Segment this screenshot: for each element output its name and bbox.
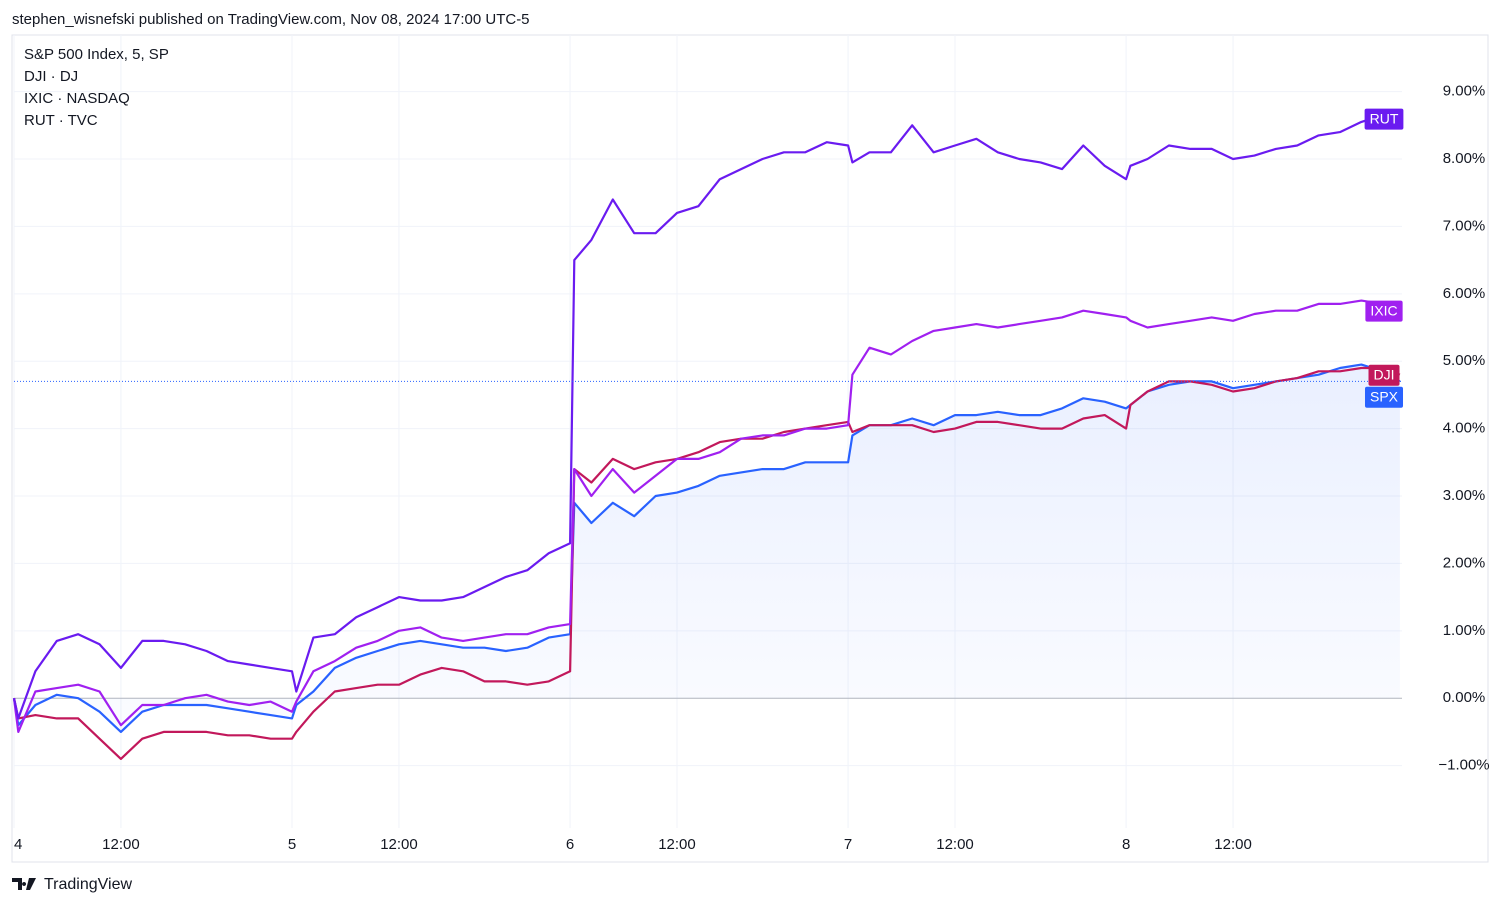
series-line [12, 299, 1401, 733]
y-tick-label: 0.00% [1443, 689, 1486, 706]
series-tag: DJI [1368, 364, 1400, 386]
y-tick-label: 7.00% [1443, 217, 1486, 234]
series-tag-label: SPX [1370, 388, 1399, 404]
header: stephen_wisnefski published on TradingVi… [12, 11, 530, 28]
legend-entry: RUT · TVC [24, 112, 98, 129]
x-tick-label: 7 [844, 836, 852, 853]
frame [11, 34, 1489, 863]
x-tick-label: 12:00 [936, 836, 974, 853]
series-tag-box [1365, 300, 1403, 322]
area [14, 364, 1400, 732]
series-line [12, 114, 1401, 720]
y-tick-label: 1.00% [1443, 622, 1486, 639]
logo [12, 878, 36, 890]
brand: TradingView [44, 876, 132, 893]
legend-entry: S&P 500 Index, 5, SP [24, 46, 169, 63]
series-tag-box [1364, 108, 1404, 130]
x-tick-label: 12:00 [102, 836, 140, 853]
y-tick-label: 2.00% [1443, 554, 1486, 571]
series-tag: SPX [1364, 386, 1404, 408]
x-tick-label: 12:00 [1214, 836, 1252, 853]
series-tag-label: DJI [1374, 366, 1395, 382]
legend-entry: DJI · DJ [24, 68, 78, 85]
x-tick-label: 8 [1122, 836, 1130, 853]
x-tick-label: 4 [14, 836, 22, 853]
x-tick-label: 6 [566, 836, 574, 853]
series-line [12, 366, 1401, 760]
x-tick-label: 12:00 [380, 836, 418, 853]
series-tag: RUT [1364, 108, 1404, 130]
series-tag-label: IXIC [1370, 302, 1397, 318]
series-tag-box [1364, 386, 1404, 408]
x-tick-label: 5 [288, 836, 296, 853]
y-tick-label: 8.00% [1443, 150, 1486, 167]
y-tick-label: −1.00% [1438, 757, 1489, 774]
y-tick-label: 6.00% [1443, 285, 1486, 302]
legend-entry: IXIC · NASDAQ [24, 90, 130, 107]
series-tag-box [1368, 364, 1400, 386]
y-tick-label: 3.00% [1443, 487, 1486, 504]
y-tick-label: 4.00% [1443, 420, 1486, 437]
x-tick-label: 12:00 [658, 836, 696, 853]
series-tag: IXIC [1365, 300, 1403, 322]
series-tag-label: RUT [1370, 110, 1399, 126]
y-tick-label: 5.00% [1443, 352, 1486, 369]
y-tick-label: 9.00% [1443, 83, 1486, 100]
